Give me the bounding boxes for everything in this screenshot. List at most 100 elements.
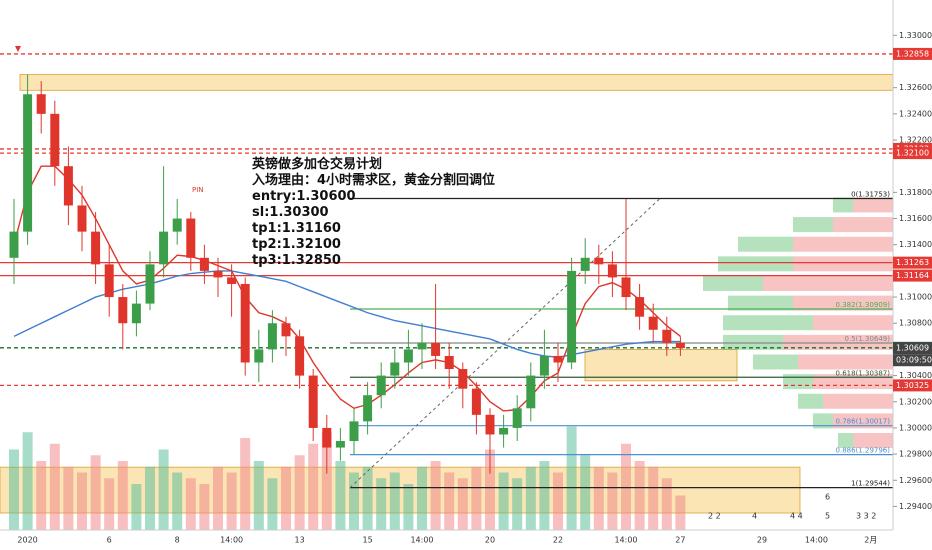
candle-body [675, 342, 685, 349]
volume-bar [281, 466, 291, 530]
volume-bar [49, 443, 60, 530]
candle-body [104, 264, 114, 298]
x-tick-label: 14:00 [220, 536, 243, 545]
profile-buy [723, 334, 783, 350]
profile-sell [793, 295, 893, 311]
x-tick-label: 27 [675, 536, 685, 545]
event-label: 6 [825, 493, 830, 502]
y-tick-label: 1.33000 [899, 31, 932, 40]
price-label-box [893, 379, 932, 392]
y-tick-label: 1.31800 [899, 188, 932, 197]
annotation-line: tp2:1.32100 [252, 237, 341, 252]
volume-bar [403, 484, 414, 530]
profile-buy [723, 315, 813, 331]
volume-bar [661, 478, 672, 530]
zone [584, 349, 738, 382]
candle-body [267, 323, 277, 350]
y-tick-label: 1.32400 [899, 109, 932, 118]
x-tick-label: 2月 [864, 536, 877, 545]
y-tick-label: 1.32200 [899, 136, 932, 145]
candle-body [172, 218, 182, 232]
profile-buy [703, 275, 763, 291]
x-tick-label: 14:00 [805, 536, 828, 545]
profile-buy [728, 295, 793, 311]
candle-body [335, 441, 345, 448]
candle-body [308, 375, 318, 428]
profile-buy [838, 433, 853, 449]
candle-body [444, 355, 454, 370]
event-label: 3 3 2 [856, 512, 876, 521]
volume-bar [213, 466, 223, 530]
countdown-box [893, 354, 932, 367]
candle-body [471, 388, 481, 415]
candle-body [145, 264, 155, 304]
volume-bar [104, 478, 115, 530]
annotation-line: tp1:1.31160 [252, 221, 341, 236]
volume-bar [430, 461, 441, 530]
volume-bar [158, 449, 169, 530]
candle-body [240, 283, 250, 363]
annotation-line: entry:1.30600 [252, 189, 356, 204]
candle-body [417, 342, 427, 350]
fib-label: 0.786(1.30017) [836, 418, 891, 426]
price-label-box [893, 342, 932, 355]
y-tick-label: 1.31000 [899, 293, 932, 302]
candle-body [594, 257, 604, 265]
volume-bar [566, 426, 577, 530]
volume-bar [308, 443, 319, 530]
fib-label: 1(1.29544) [851, 480, 890, 488]
volume-bar [240, 438, 251, 530]
candle-body [431, 342, 441, 356]
candle-body [648, 316, 658, 330]
x-tick-label: 8 [175, 536, 180, 545]
volume-bar [389, 472, 400, 530]
volume-bar [199, 484, 210, 530]
volume-bar [185, 478, 196, 530]
volume-bar [512, 478, 523, 530]
candle-body [295, 336, 305, 376]
volume-bar [9, 449, 19, 530]
price-label: 1.32100 [896, 149, 929, 158]
volume-bar [63, 466, 74, 530]
candle-body [131, 303, 141, 324]
volume-bar [553, 472, 563, 530]
price-label-box [893, 147, 932, 160]
volume-bar [580, 455, 591, 530]
profile-buy [813, 413, 833, 429]
candle-body [254, 349, 264, 363]
volume-bar [90, 455, 101, 530]
volume-bar [172, 472, 183, 530]
profile-sell [853, 197, 893, 213]
candle-body [91, 231, 101, 265]
price-label-box [893, 256, 932, 269]
event-label: 5 [825, 512, 830, 521]
top-marker [15, 46, 21, 52]
candle-body [213, 270, 223, 278]
price-label: 1.31164 [896, 271, 929, 280]
fib-label: 0.382(1.30909) [836, 301, 891, 309]
volume-bar [226, 472, 237, 530]
volume-bar [335, 461, 346, 530]
price-label: 1.32858 [896, 49, 929, 58]
candle-body [635, 297, 645, 317]
x-tick-label: 20 [485, 536, 495, 545]
volume-bar [457, 478, 468, 530]
candle-body [227, 277, 237, 284]
volume-bar [634, 461, 645, 530]
volume-bar [444, 472, 455, 530]
volume-bar [621, 443, 631, 530]
profile-sell [793, 236, 893, 252]
candle-body [349, 421, 359, 442]
volume-bar [471, 466, 482, 530]
profile-sell [813, 315, 893, 331]
y-tick-label: 1.31600 [899, 214, 932, 223]
profile-sell [853, 433, 893, 449]
profile-buy [783, 374, 813, 390]
candle-body [77, 205, 87, 232]
profile-sell [833, 217, 893, 233]
candle-body [499, 427, 509, 435]
event-label: 4 [752, 512, 757, 521]
price-label: 1.30325 [896, 381, 929, 390]
candle-body [662, 329, 672, 343]
price-label-box [893, 269, 932, 282]
